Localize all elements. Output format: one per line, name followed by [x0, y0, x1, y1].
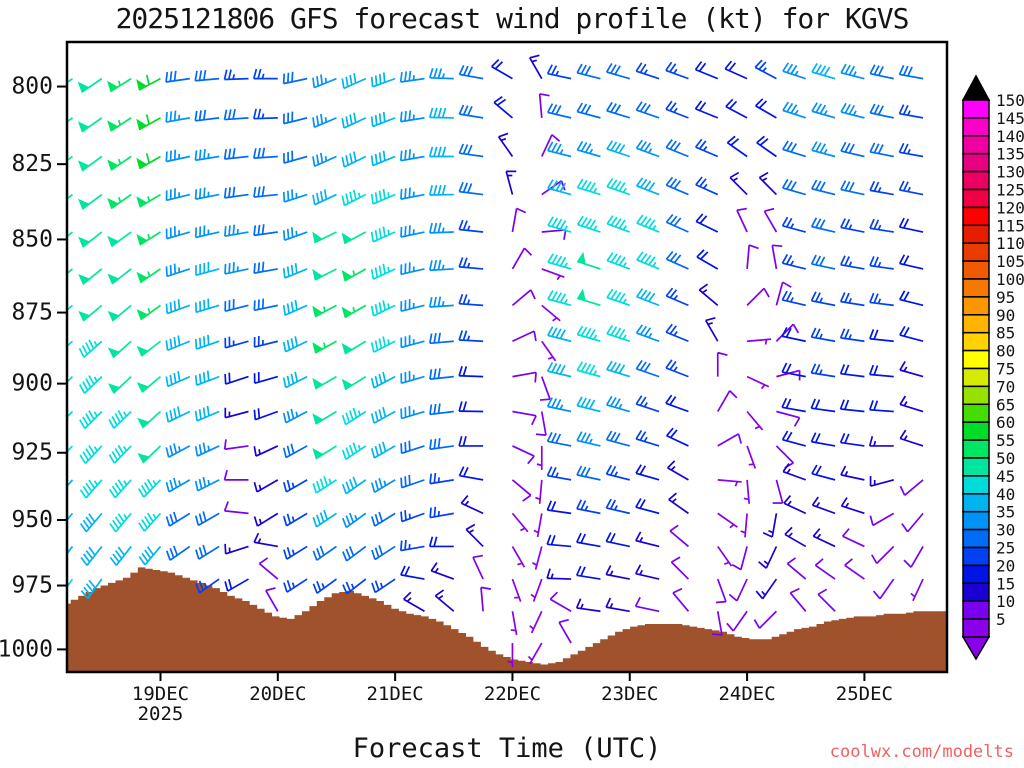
svg-text:2025: 2025: [138, 703, 184, 725]
svg-text:925: 925: [11, 440, 53, 466]
y-axis: 800 825 850 875 900 925 950 975 1000: [0, 74, 67, 662]
svg-text:110: 110: [996, 234, 1024, 253]
svg-text:900: 900: [11, 371, 53, 397]
watermark-link: coolwx.com/modelts: [829, 742, 1014, 762]
svg-text:105: 105: [996, 252, 1024, 271]
svg-text:5: 5: [996, 610, 1006, 629]
svg-text:25DEC: 25DEC: [836, 683, 893, 705]
svg-text:140: 140: [996, 127, 1024, 146]
svg-text:20DEC: 20DEC: [249, 683, 306, 705]
svg-text:800: 800: [11, 74, 53, 100]
terrain-fill: [68, 567, 946, 671]
svg-text:145: 145: [996, 109, 1024, 128]
svg-text:825: 825: [11, 151, 53, 177]
svg-text:50: 50: [996, 449, 1015, 468]
svg-text:150: 150: [996, 91, 1024, 110]
svg-text:115: 115: [996, 216, 1024, 235]
svg-text:875: 875: [11, 300, 53, 326]
svg-text:35: 35: [996, 503, 1015, 522]
speed-colorbar: 1501451401351301251201151101051009590858…: [961, 74, 1024, 661]
svg-text:25: 25: [996, 539, 1015, 558]
svg-text:20: 20: [996, 556, 1015, 575]
svg-text:21DEC: 21DEC: [367, 683, 424, 705]
svg-text:22DEC: 22DEC: [484, 683, 541, 705]
svg-text:130: 130: [996, 163, 1024, 182]
svg-text:850: 850: [11, 226, 53, 252]
svg-text:120: 120: [996, 198, 1024, 217]
svg-text:90: 90: [996, 306, 1015, 325]
svg-text:950: 950: [11, 507, 53, 533]
svg-text:65: 65: [996, 395, 1015, 414]
chart-title: 2025121806 GFS forecast wind profile (kt…: [115, 2, 910, 35]
svg-text:23DEC: 23DEC: [601, 683, 658, 705]
svg-text:1000: 1000: [0, 636, 53, 662]
wind-barbs: [68, 54, 924, 668]
svg-text:10: 10: [996, 592, 1015, 611]
svg-text:135: 135: [996, 145, 1024, 164]
svg-text:19DEC: 19DEC: [132, 683, 189, 705]
svg-text:60: 60: [996, 413, 1015, 432]
svg-text:30: 30: [996, 521, 1015, 540]
svg-text:100: 100: [996, 270, 1024, 289]
svg-text:55: 55: [996, 431, 1015, 450]
x-axis-title: Forecast Time (UTC): [352, 733, 662, 764]
svg-text:85: 85: [996, 324, 1015, 343]
svg-text:40: 40: [996, 485, 1015, 504]
svg-text:95: 95: [996, 288, 1015, 307]
svg-text:125: 125: [996, 181, 1024, 200]
svg-text:24DEC: 24DEC: [718, 683, 775, 705]
svg-text:45: 45: [996, 467, 1015, 486]
svg-text:70: 70: [996, 377, 1015, 396]
svg-text:75: 75: [996, 360, 1015, 379]
plot-frame: [65, 40, 949, 674]
svg-text:15: 15: [996, 574, 1015, 593]
svg-text:80: 80: [996, 342, 1015, 361]
svg-text:975: 975: [11, 573, 53, 599]
